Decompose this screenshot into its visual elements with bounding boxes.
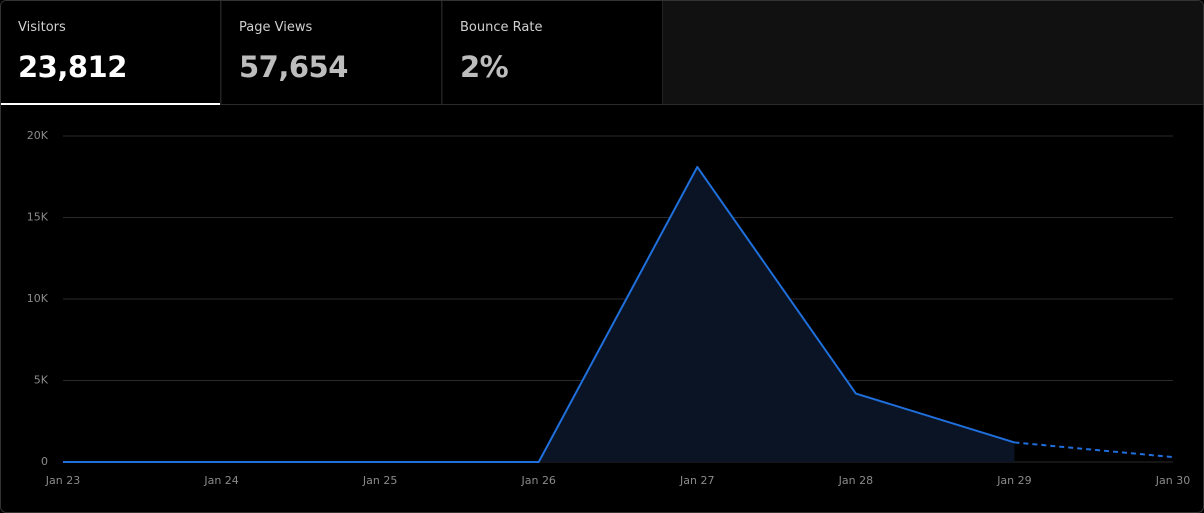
tab-value: 57,654 bbox=[239, 50, 348, 84]
x-tick-label: Jan 23 bbox=[45, 474, 80, 487]
tab-label: Bounce Rate bbox=[460, 20, 543, 35]
y-tick-label: 10K bbox=[27, 292, 49, 305]
tab-label: Visitors bbox=[18, 20, 66, 35]
tab-bar: Visitors 23,812 Page Views 57,654 Bounce… bbox=[1, 1, 1203, 105]
x-tick-label: Jan 30 bbox=[1155, 474, 1190, 487]
y-tick-label: 5K bbox=[34, 374, 49, 387]
x-tick-label: Jan 27 bbox=[679, 474, 714, 487]
line bbox=[63, 165, 1015, 463]
tab-value: 23,812 bbox=[18, 50, 127, 84]
area bbox=[63, 166, 1015, 462]
x-tick-label: Jan 28 bbox=[838, 474, 873, 487]
tab[interactable]: Bounce Rate 2% bbox=[443, 1, 663, 104]
x-tick-label: Jan 24 bbox=[203, 474, 238, 487]
x-tick-label: Jan 26 bbox=[520, 474, 555, 487]
x-tick-label: Jan 29 bbox=[996, 474, 1031, 487]
tab[interactable]: Visitors 23,812 bbox=[1, 1, 221, 105]
y-tick-label: 0 bbox=[41, 455, 48, 468]
x-tick-label: Jan 25 bbox=[362, 474, 397, 487]
y-tick-label: 15K bbox=[27, 211, 49, 224]
chart: 0 5K 10K 15K 20K Jan 23 Jan 24 Jan 25 Jan 26 Jan … bbox=[27, 129, 1190, 487]
tab-label: Page Views bbox=[239, 20, 313, 35]
line-dashed bbox=[1014, 441, 1174, 459]
y-tick-label: 20K bbox=[27, 129, 49, 142]
tab[interactable]: Page Views 57,654 bbox=[222, 1, 442, 104]
tab-value: 2% bbox=[460, 50, 509, 84]
